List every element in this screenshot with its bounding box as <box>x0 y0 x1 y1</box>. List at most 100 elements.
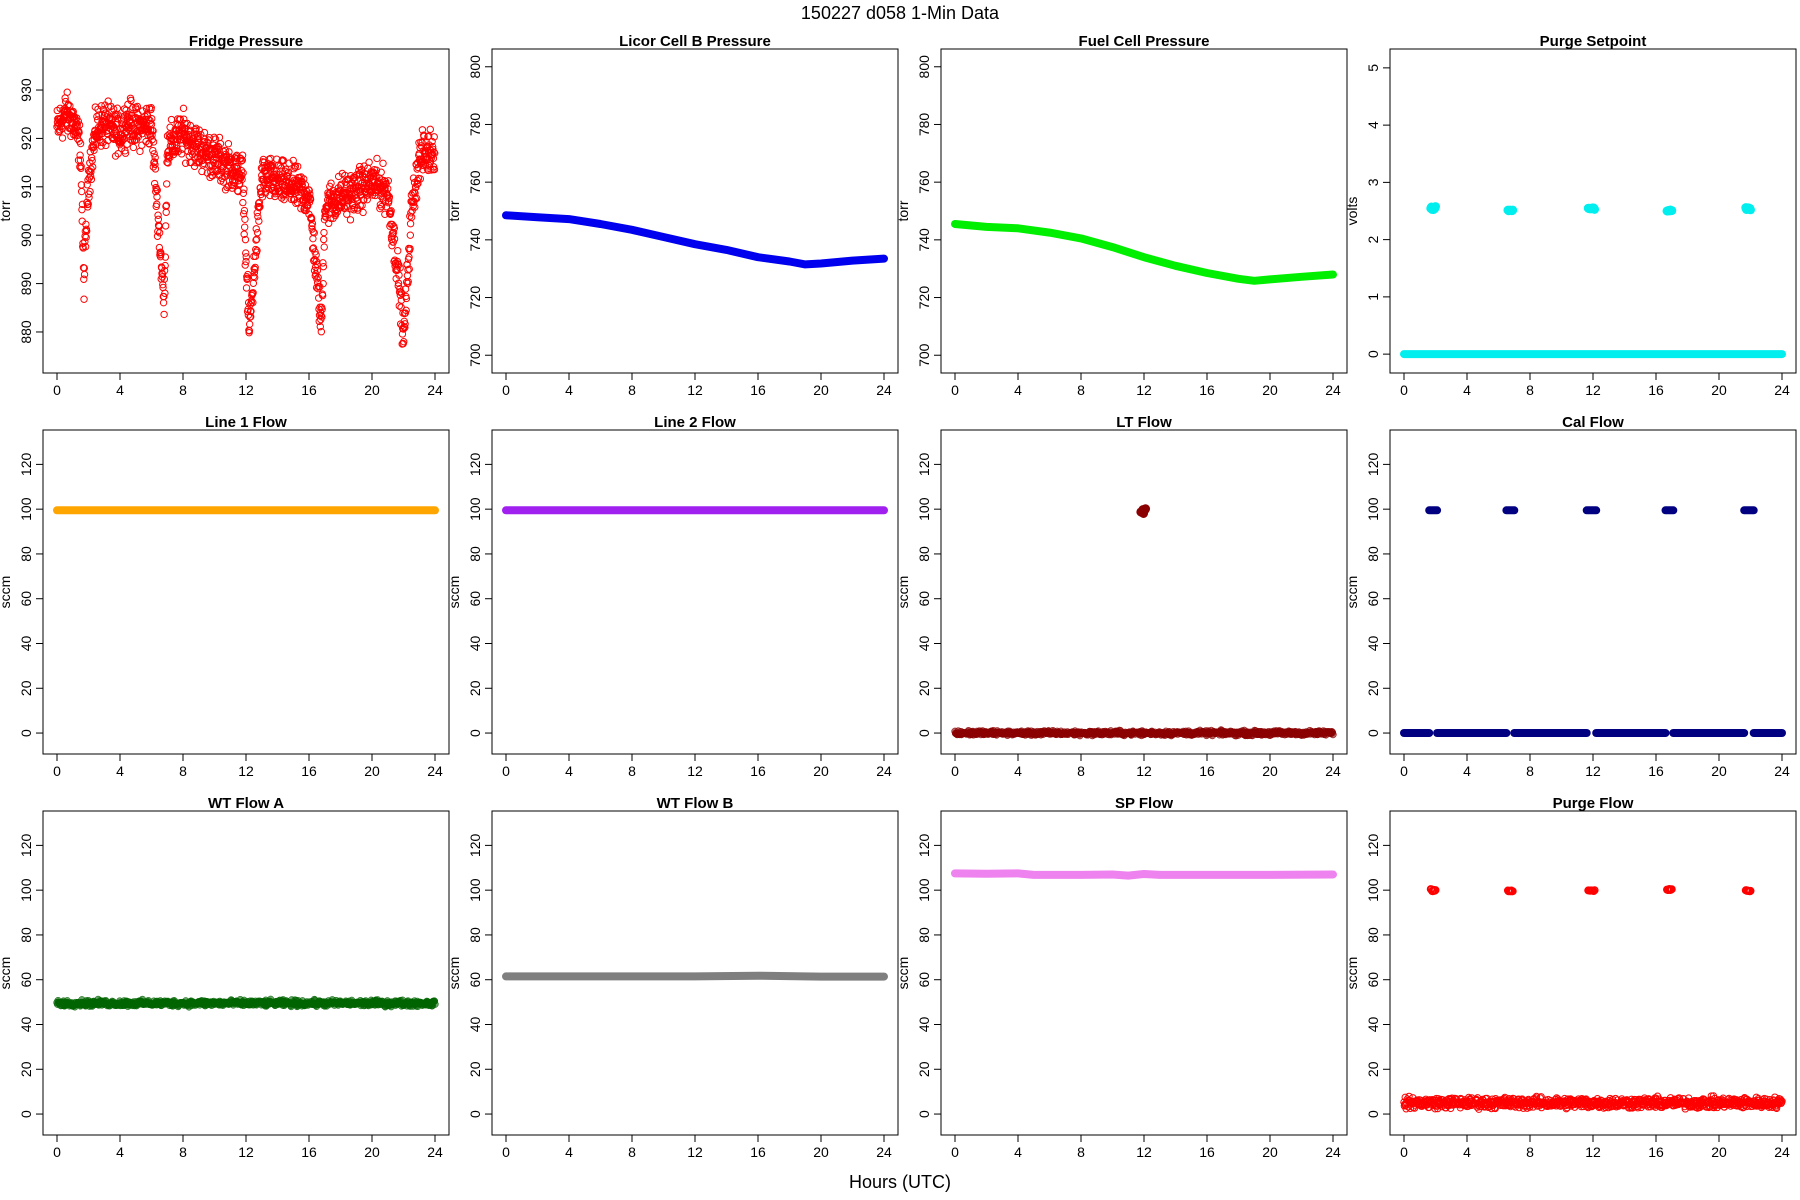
x-tick-label: 4 <box>1014 763 1022 779</box>
data-point <box>294 162 302 171</box>
data-point <box>186 121 195 130</box>
y-tick-label: 890 <box>18 272 34 296</box>
data-point <box>1667 206 1677 216</box>
y-axis-label: torr <box>895 200 911 221</box>
x-tick-label: 12 <box>238 763 254 779</box>
data-point <box>320 235 328 244</box>
x-tick-label: 0 <box>53 763 61 779</box>
data-point <box>385 193 394 201</box>
data-layer <box>1400 202 1786 359</box>
data-point <box>431 149 439 157</box>
data-point <box>216 139 225 148</box>
data-point <box>86 172 95 180</box>
data-point <box>240 206 249 215</box>
y-axis-label: torr <box>0 200 13 221</box>
x-tick-label: 0 <box>951 1144 959 1160</box>
data-point <box>158 270 167 278</box>
data-point <box>89 143 98 151</box>
data-point <box>159 298 168 307</box>
y-tick-label: 120 <box>916 833 932 857</box>
x-tick-label: 8 <box>179 763 187 779</box>
x-tick-label: 4 <box>1014 382 1022 398</box>
data-point <box>110 105 118 113</box>
x-tick-label: 20 <box>1711 1144 1727 1160</box>
y-tick-label: 880 <box>18 320 34 344</box>
data-point <box>319 279 327 288</box>
data-point <box>250 273 259 282</box>
x-tick-label: 20 <box>364 382 380 398</box>
x-tick-label: 4 <box>1463 1144 1471 1160</box>
data-point <box>84 176 92 184</box>
data-point <box>68 108 77 117</box>
x-tick-label: 24 <box>1325 1144 1341 1160</box>
y-tick-label: 20 <box>18 680 34 696</box>
y-tick-label: 120 <box>1365 452 1381 476</box>
x-tick-label: 8 <box>628 763 636 779</box>
data-point <box>430 165 439 174</box>
data-point <box>146 119 154 128</box>
data-point <box>309 244 318 252</box>
data-point <box>252 236 260 244</box>
panel-title: Fuel Cell Pressure <box>1079 33 1210 50</box>
data-point <box>249 289 257 297</box>
data-point <box>239 210 248 218</box>
y-tick-label: 740 <box>916 228 932 252</box>
data-point <box>388 241 396 250</box>
data-point <box>101 109 110 117</box>
x-tick-label: 16 <box>750 763 766 779</box>
data-point <box>219 178 228 186</box>
y-tick-label: 20 <box>1365 680 1381 696</box>
x-tick-label: 8 <box>1077 382 1085 398</box>
data-point <box>254 212 262 221</box>
data-point <box>400 338 408 346</box>
data-point <box>81 238 89 246</box>
y-axis-label: sccm <box>0 576 13 609</box>
y-tick-label: 40 <box>1365 1016 1381 1032</box>
data-point <box>226 158 235 167</box>
panel-4: Line 1 Flow sccm 0 4 8 12 16 20 24 0 20 40 60 80 100 12… <box>0 414 450 779</box>
x-tick-label: 20 <box>1711 382 1727 398</box>
y-tick-label: 80 <box>467 927 483 943</box>
data-point <box>241 261 249 269</box>
x-tick-label: 4 <box>1463 763 1471 779</box>
data-point <box>154 215 163 223</box>
x-tick-label: 4 <box>565 763 573 779</box>
data-point <box>397 296 406 304</box>
data-point <box>148 131 156 139</box>
y-tick-label: 700 <box>467 343 483 367</box>
data-point <box>418 126 427 134</box>
y-tick-label: 80 <box>916 927 932 943</box>
series-3 <box>1584 886 1599 896</box>
x-tick-label: 16 <box>1648 1144 1664 1160</box>
data-point <box>315 294 323 302</box>
data-point <box>153 186 161 194</box>
data-point <box>233 154 241 163</box>
data-point <box>133 102 142 111</box>
panel-10: SP Flow sccm 0 4 8 12 16 20 24 0 20 40 60 80 100 120 <box>895 795 1348 1160</box>
series-2 <box>1503 886 1517 896</box>
data-point <box>95 111 103 119</box>
data-point <box>420 132 428 141</box>
data-point <box>245 320 254 328</box>
y-tick-label: 3 <box>1365 178 1381 186</box>
x-tick-label: 0 <box>1400 382 1408 398</box>
y-axis-label: sccm <box>446 957 462 990</box>
x-tick-label: 16 <box>301 1144 317 1160</box>
x-tick-label: 20 <box>813 1144 829 1160</box>
x-tick-label: 16 <box>750 1144 766 1160</box>
data-point <box>151 153 159 162</box>
data-point <box>250 265 258 273</box>
y-tick-label: 80 <box>916 546 932 562</box>
y-tick-label: 120 <box>467 833 483 857</box>
data-point <box>310 266 319 275</box>
data-point <box>75 129 83 137</box>
x-tick-label: 16 <box>1648 382 1664 398</box>
data-point <box>404 277 412 286</box>
data-point <box>181 159 190 167</box>
y-tick-label: 40 <box>18 1016 34 1032</box>
series-2 <box>1503 205 1518 216</box>
panel-title: Purge Flow <box>1553 795 1634 812</box>
x-tick-label: 24 <box>1325 763 1341 779</box>
y-tick-label: 60 <box>18 591 34 607</box>
data-point <box>307 215 316 223</box>
